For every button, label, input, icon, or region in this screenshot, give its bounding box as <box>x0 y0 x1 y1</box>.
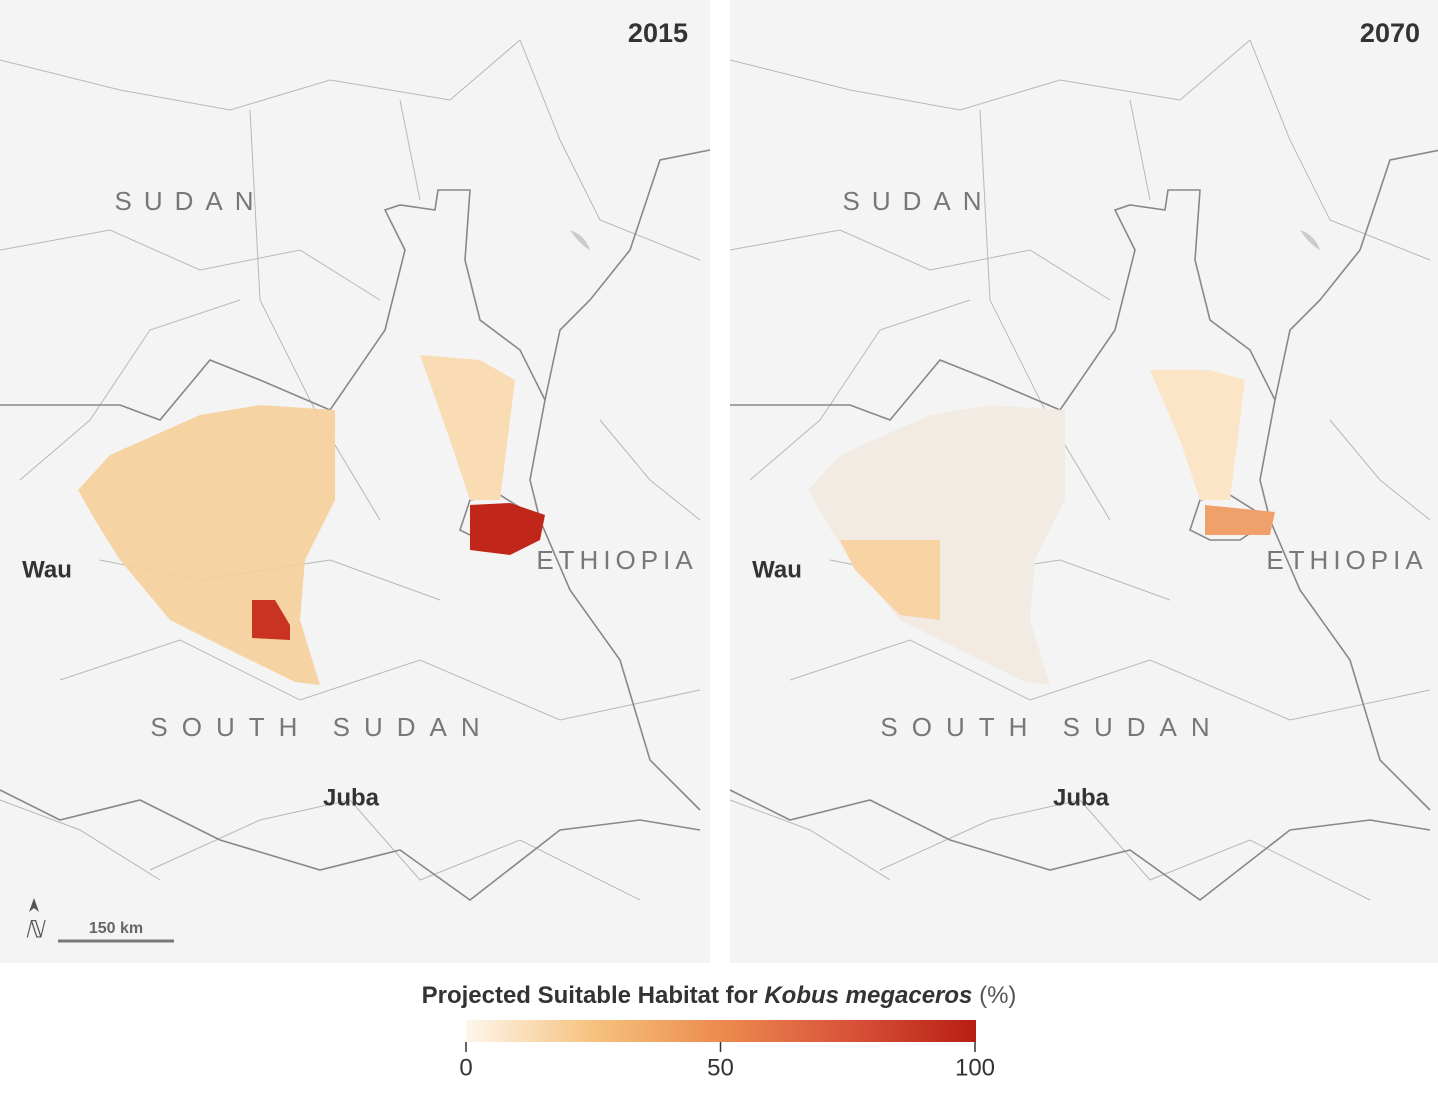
map-panel: 2015 SUDAN Wau ETHIOPIA SOUTH SUDAN Juba… <box>0 0 711 964</box>
city-label: Juba <box>1053 784 1110 811</box>
habitat-area <box>1205 505 1275 535</box>
habitat-area <box>840 540 940 620</box>
tick-label: 50 <box>707 1054 734 1081</box>
panel-year: 2070 <box>1360 18 1420 48</box>
country-label: SOUTH SUDAN <box>880 712 1223 742</box>
city-label: Wau <box>752 556 802 583</box>
panel-year: 2015 <box>628 18 688 48</box>
svg-text:ℕ: ℕ <box>24 918 46 944</box>
tick-label: 0 <box>459 1054 472 1081</box>
legend-title: Projected Suitable Habitat for Kobus meg… <box>422 982 1017 1009</box>
legend-ticks: 0 50 100 <box>459 1042 995 1081</box>
species-name: Kobus megaceros <box>764 982 972 1009</box>
habitat-area <box>1150 370 1245 500</box>
legend-title-text: Projected Suitable Habitat for <box>422 982 758 1009</box>
tick-label: 100 <box>955 1054 995 1081</box>
scale-bar-label: 150 km <box>89 920 143 937</box>
habitat-area <box>420 355 515 500</box>
habitat-area <box>470 503 545 555</box>
color-bar <box>466 1020 976 1042</box>
country-label: ETHIOPIA <box>1266 545 1427 575</box>
city-label: Juba <box>323 784 380 811</box>
country-label: SOUTH SUDAN <box>150 712 493 742</box>
habitat-area <box>252 600 290 640</box>
country-label: ETHIOPIA <box>536 545 697 575</box>
country-label: SUDAN <box>114 186 265 216</box>
country-label: SUDAN <box>842 186 993 216</box>
map-panel: 2070 SUDAN Wau ETHIOPIA SOUTH SUDAN Juba <box>729 0 1438 964</box>
legend-unit: (%) <box>979 982 1016 1009</box>
city-label: Wau <box>22 556 72 583</box>
